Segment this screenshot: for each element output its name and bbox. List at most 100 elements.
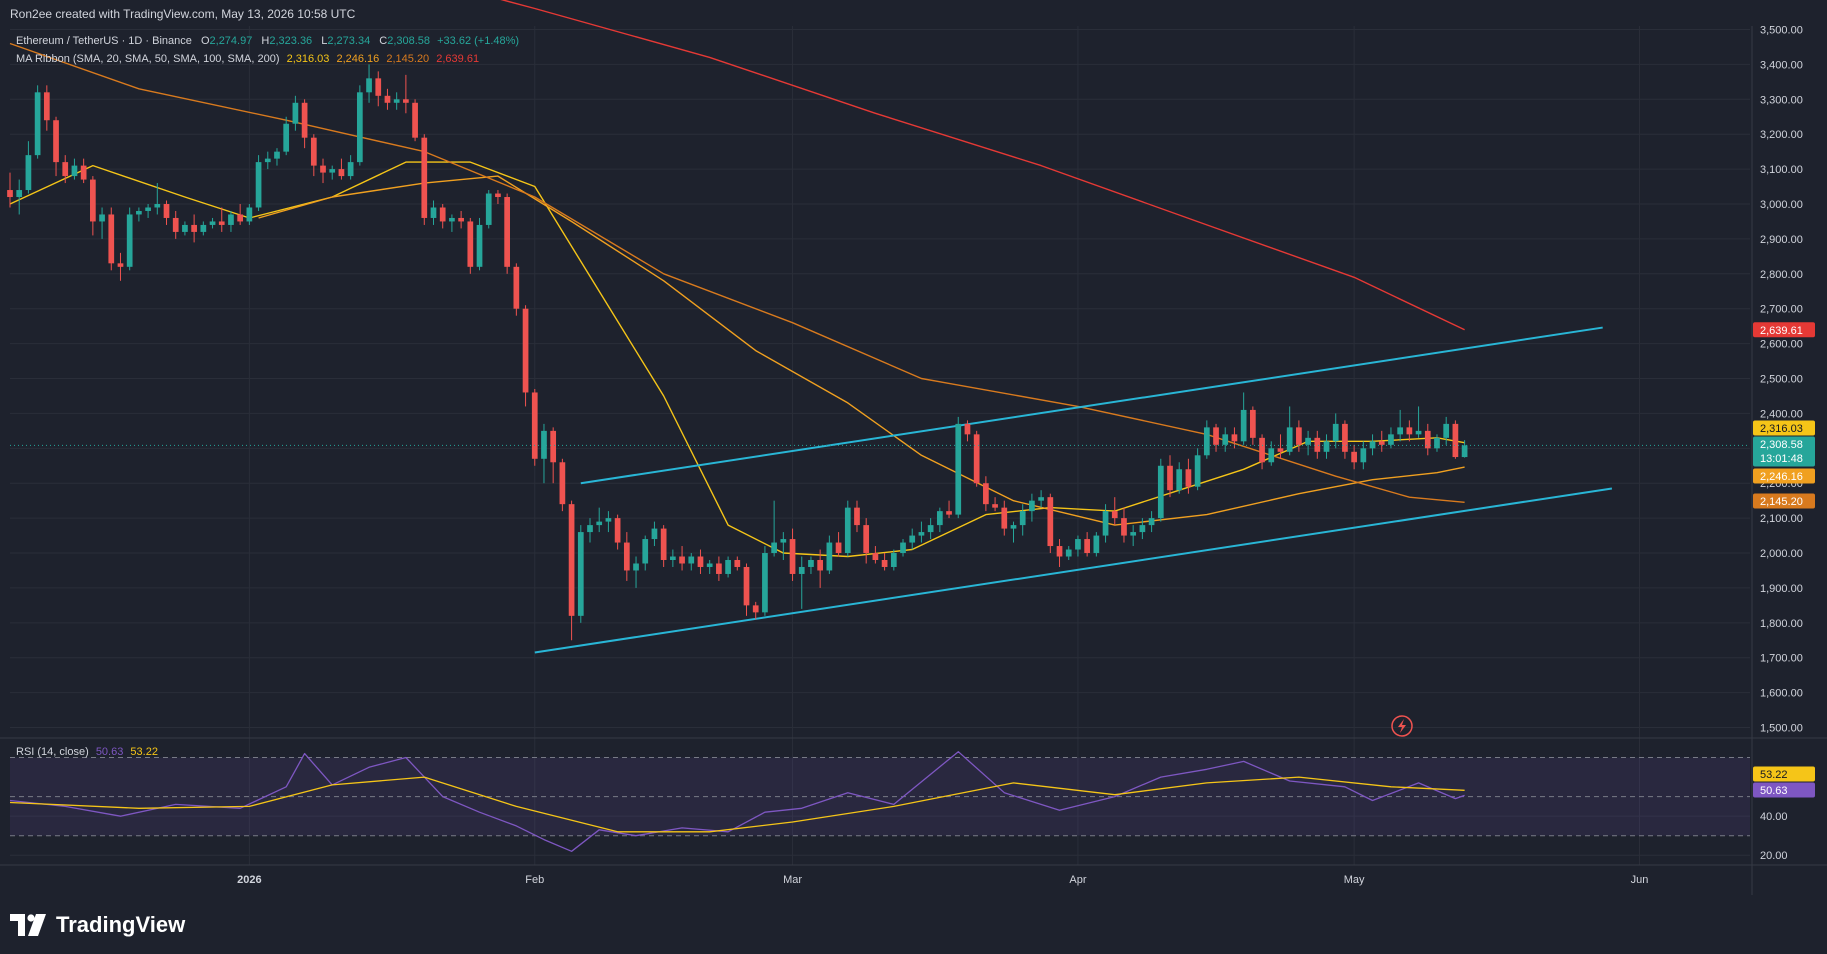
candle-2026-02-22[interactable] bbox=[725, 556, 731, 578]
candle-2026-02-26[interactable] bbox=[762, 546, 768, 616]
candle-2026-02-06[interactable] bbox=[577, 525, 584, 623]
candle-2026-04-21[interactable] bbox=[1259, 434, 1265, 470]
candle-2026-05-10[interactable] bbox=[1434, 434, 1440, 452]
candle-2026-05-06[interactable] bbox=[1397, 409, 1404, 442]
candle-2026-02-19[interactable] bbox=[697, 549, 704, 574]
candle-2026-02-18[interactable] bbox=[688, 553, 695, 571]
candle-2026-03-22[interactable] bbox=[983, 476, 989, 512]
candle-2025-12-21[interactable] bbox=[145, 204, 151, 218]
candle-2026-01-26[interactable] bbox=[476, 217, 483, 271]
candle-2026-04-14[interactable] bbox=[1194, 448, 1201, 491]
candle-2026-03-07[interactable] bbox=[844, 500, 851, 557]
candle-2026-04-06[interactable] bbox=[1121, 507, 1127, 543]
candle-2025-12-30[interactable] bbox=[228, 210, 234, 232]
candle-2026-01-01[interactable] bbox=[246, 204, 253, 225]
candle-2026-01-29[interactable] bbox=[504, 193, 510, 274]
candle-2025-12-07[interactable] bbox=[16, 179, 23, 215]
candle-2026-01-28[interactable] bbox=[495, 190, 501, 204]
rsi-title[interactable]: RSI (14, close) bbox=[16, 746, 89, 758]
candle-2026-01-24[interactable] bbox=[458, 210, 464, 229]
candle-2026-02-21[interactable] bbox=[716, 556, 722, 581]
candle-2026-04-27[interactable] bbox=[1314, 430, 1321, 459]
candle-2026-05-07[interactable] bbox=[1406, 420, 1413, 442]
candle-2026-04-07[interactable] bbox=[1130, 525, 1137, 547]
candle-2026-01-08[interactable] bbox=[310, 134, 317, 177]
candle-2026-02-09[interactable] bbox=[605, 511, 612, 533]
candle-2026-04-28[interactable] bbox=[1323, 434, 1330, 459]
candle-2026-01-05[interactable] bbox=[283, 116, 290, 156]
candle-2026-02-12[interactable] bbox=[633, 556, 639, 588]
candle-2026-03-17[interactable] bbox=[936, 507, 943, 533]
candle-2026-01-16[interactable] bbox=[384, 88, 391, 110]
candle-2026-04-09[interactable] bbox=[1148, 511, 1155, 533]
candle-2026-01-04[interactable] bbox=[274, 148, 280, 166]
candle-2026-04-02[interactable] bbox=[1084, 532, 1090, 557]
candle-2026-05-04[interactable] bbox=[1378, 430, 1385, 452]
candle-2026-04-23[interactable] bbox=[1277, 434, 1284, 459]
lightning-icon[interactable] bbox=[1391, 715, 1413, 737]
candle-2026-01-27[interactable] bbox=[485, 190, 492, 229]
candle-2026-02-23[interactable] bbox=[734, 556, 741, 571]
candle-2026-03-12[interactable] bbox=[890, 549, 897, 571]
candle-2025-12-25[interactable] bbox=[182, 221, 188, 236]
candle-2025-12-11[interactable] bbox=[53, 116, 59, 177]
candle-2025-12-06[interactable] bbox=[7, 172, 13, 208]
candle-2025-12-08[interactable] bbox=[25, 141, 32, 194]
candle-2026-02-20[interactable] bbox=[706, 560, 713, 574]
candle-2026-03-26[interactable] bbox=[1019, 504, 1026, 536]
candle-2026-04-13[interactable] bbox=[1185, 458, 1192, 494]
rsi-line-1[interactable] bbox=[9, 776, 1465, 833]
ma-line-3[interactable] bbox=[378, 0, 1465, 331]
candle-2026-02-17[interactable] bbox=[679, 546, 685, 571]
candle-2026-02-15[interactable] bbox=[660, 525, 667, 567]
candle-2026-04-20[interactable] bbox=[1250, 406, 1256, 445]
candle-2026-03-16[interactable] bbox=[927, 518, 934, 540]
candle-2026-04-11[interactable] bbox=[1167, 455, 1173, 498]
candle-2026-01-17[interactable] bbox=[393, 92, 400, 110]
candle-2026-04-01[interactable] bbox=[1075, 535, 1081, 557]
candle-2026-03-15[interactable] bbox=[918, 521, 925, 543]
candle-2026-01-21[interactable] bbox=[430, 200, 437, 225]
candle-2026-02-28[interactable] bbox=[780, 532, 787, 560]
candle-2026-03-29[interactable] bbox=[1047, 493, 1054, 554]
candle-2026-01-25[interactable] bbox=[467, 217, 474, 274]
candle-2026-04-30[interactable] bbox=[1342, 420, 1348, 459]
candle-2026-02-01[interactable] bbox=[531, 388, 538, 466]
candle-2026-01-31[interactable] bbox=[522, 305, 529, 407]
channel-upper-line[interactable] bbox=[580, 326, 1603, 485]
candle-2026-02-05[interactable] bbox=[568, 500, 575, 641]
candle-2025-12-20[interactable] bbox=[136, 207, 142, 222]
candle-2026-05-08[interactable] bbox=[1415, 406, 1422, 438]
candle-2025-12-10[interactable] bbox=[43, 85, 50, 131]
candle-2025-12-16[interactable] bbox=[99, 207, 105, 239]
candle-2026-04-12[interactable] bbox=[1176, 462, 1183, 494]
candle-2026-02-24[interactable] bbox=[743, 563, 750, 616]
candle-2026-03-25[interactable] bbox=[1010, 521, 1017, 543]
candle-2026-05-03[interactable] bbox=[1369, 434, 1376, 456]
candle-2026-01-14[interactable] bbox=[366, 64, 372, 103]
candle-2026-01-11[interactable] bbox=[338, 158, 345, 180]
candle-2026-04-10[interactable] bbox=[1157, 458, 1164, 522]
candle-2026-03-18[interactable] bbox=[946, 500, 952, 519]
candle-2026-02-16[interactable] bbox=[670, 549, 676, 567]
candle-2026-01-19[interactable] bbox=[412, 99, 418, 142]
candle-2026-01-03[interactable] bbox=[264, 151, 271, 170]
channel-lower-line[interactable] bbox=[534, 487, 1613, 654]
candle-2026-02-03[interactable] bbox=[550, 427, 557, 484]
candle-2026-03-05[interactable] bbox=[826, 535, 833, 574]
candle-2026-02-25[interactable] bbox=[752, 601, 759, 620]
candle-2025-12-28[interactable] bbox=[209, 217, 216, 229]
candle-2026-02-11[interactable] bbox=[623, 532, 630, 581]
candle-2026-01-22[interactable] bbox=[439, 204, 446, 229]
candle-2026-03-01[interactable] bbox=[789, 528, 796, 581]
candle-2026-01-10[interactable] bbox=[329, 165, 336, 180]
ma-line-1[interactable] bbox=[258, 175, 1465, 526]
candle-2026-04-08[interactable] bbox=[1139, 518, 1146, 540]
candle-2025-12-14[interactable] bbox=[80, 158, 87, 184]
candle-2026-02-27[interactable] bbox=[771, 500, 777, 557]
candle-2026-03-19[interactable] bbox=[955, 416, 962, 519]
candle-2026-03-30[interactable] bbox=[1056, 539, 1063, 567]
candle-2026-02-10[interactable] bbox=[614, 514, 621, 550]
candle-2026-01-23[interactable] bbox=[449, 214, 455, 232]
candle-2025-12-09[interactable] bbox=[34, 85, 41, 159]
